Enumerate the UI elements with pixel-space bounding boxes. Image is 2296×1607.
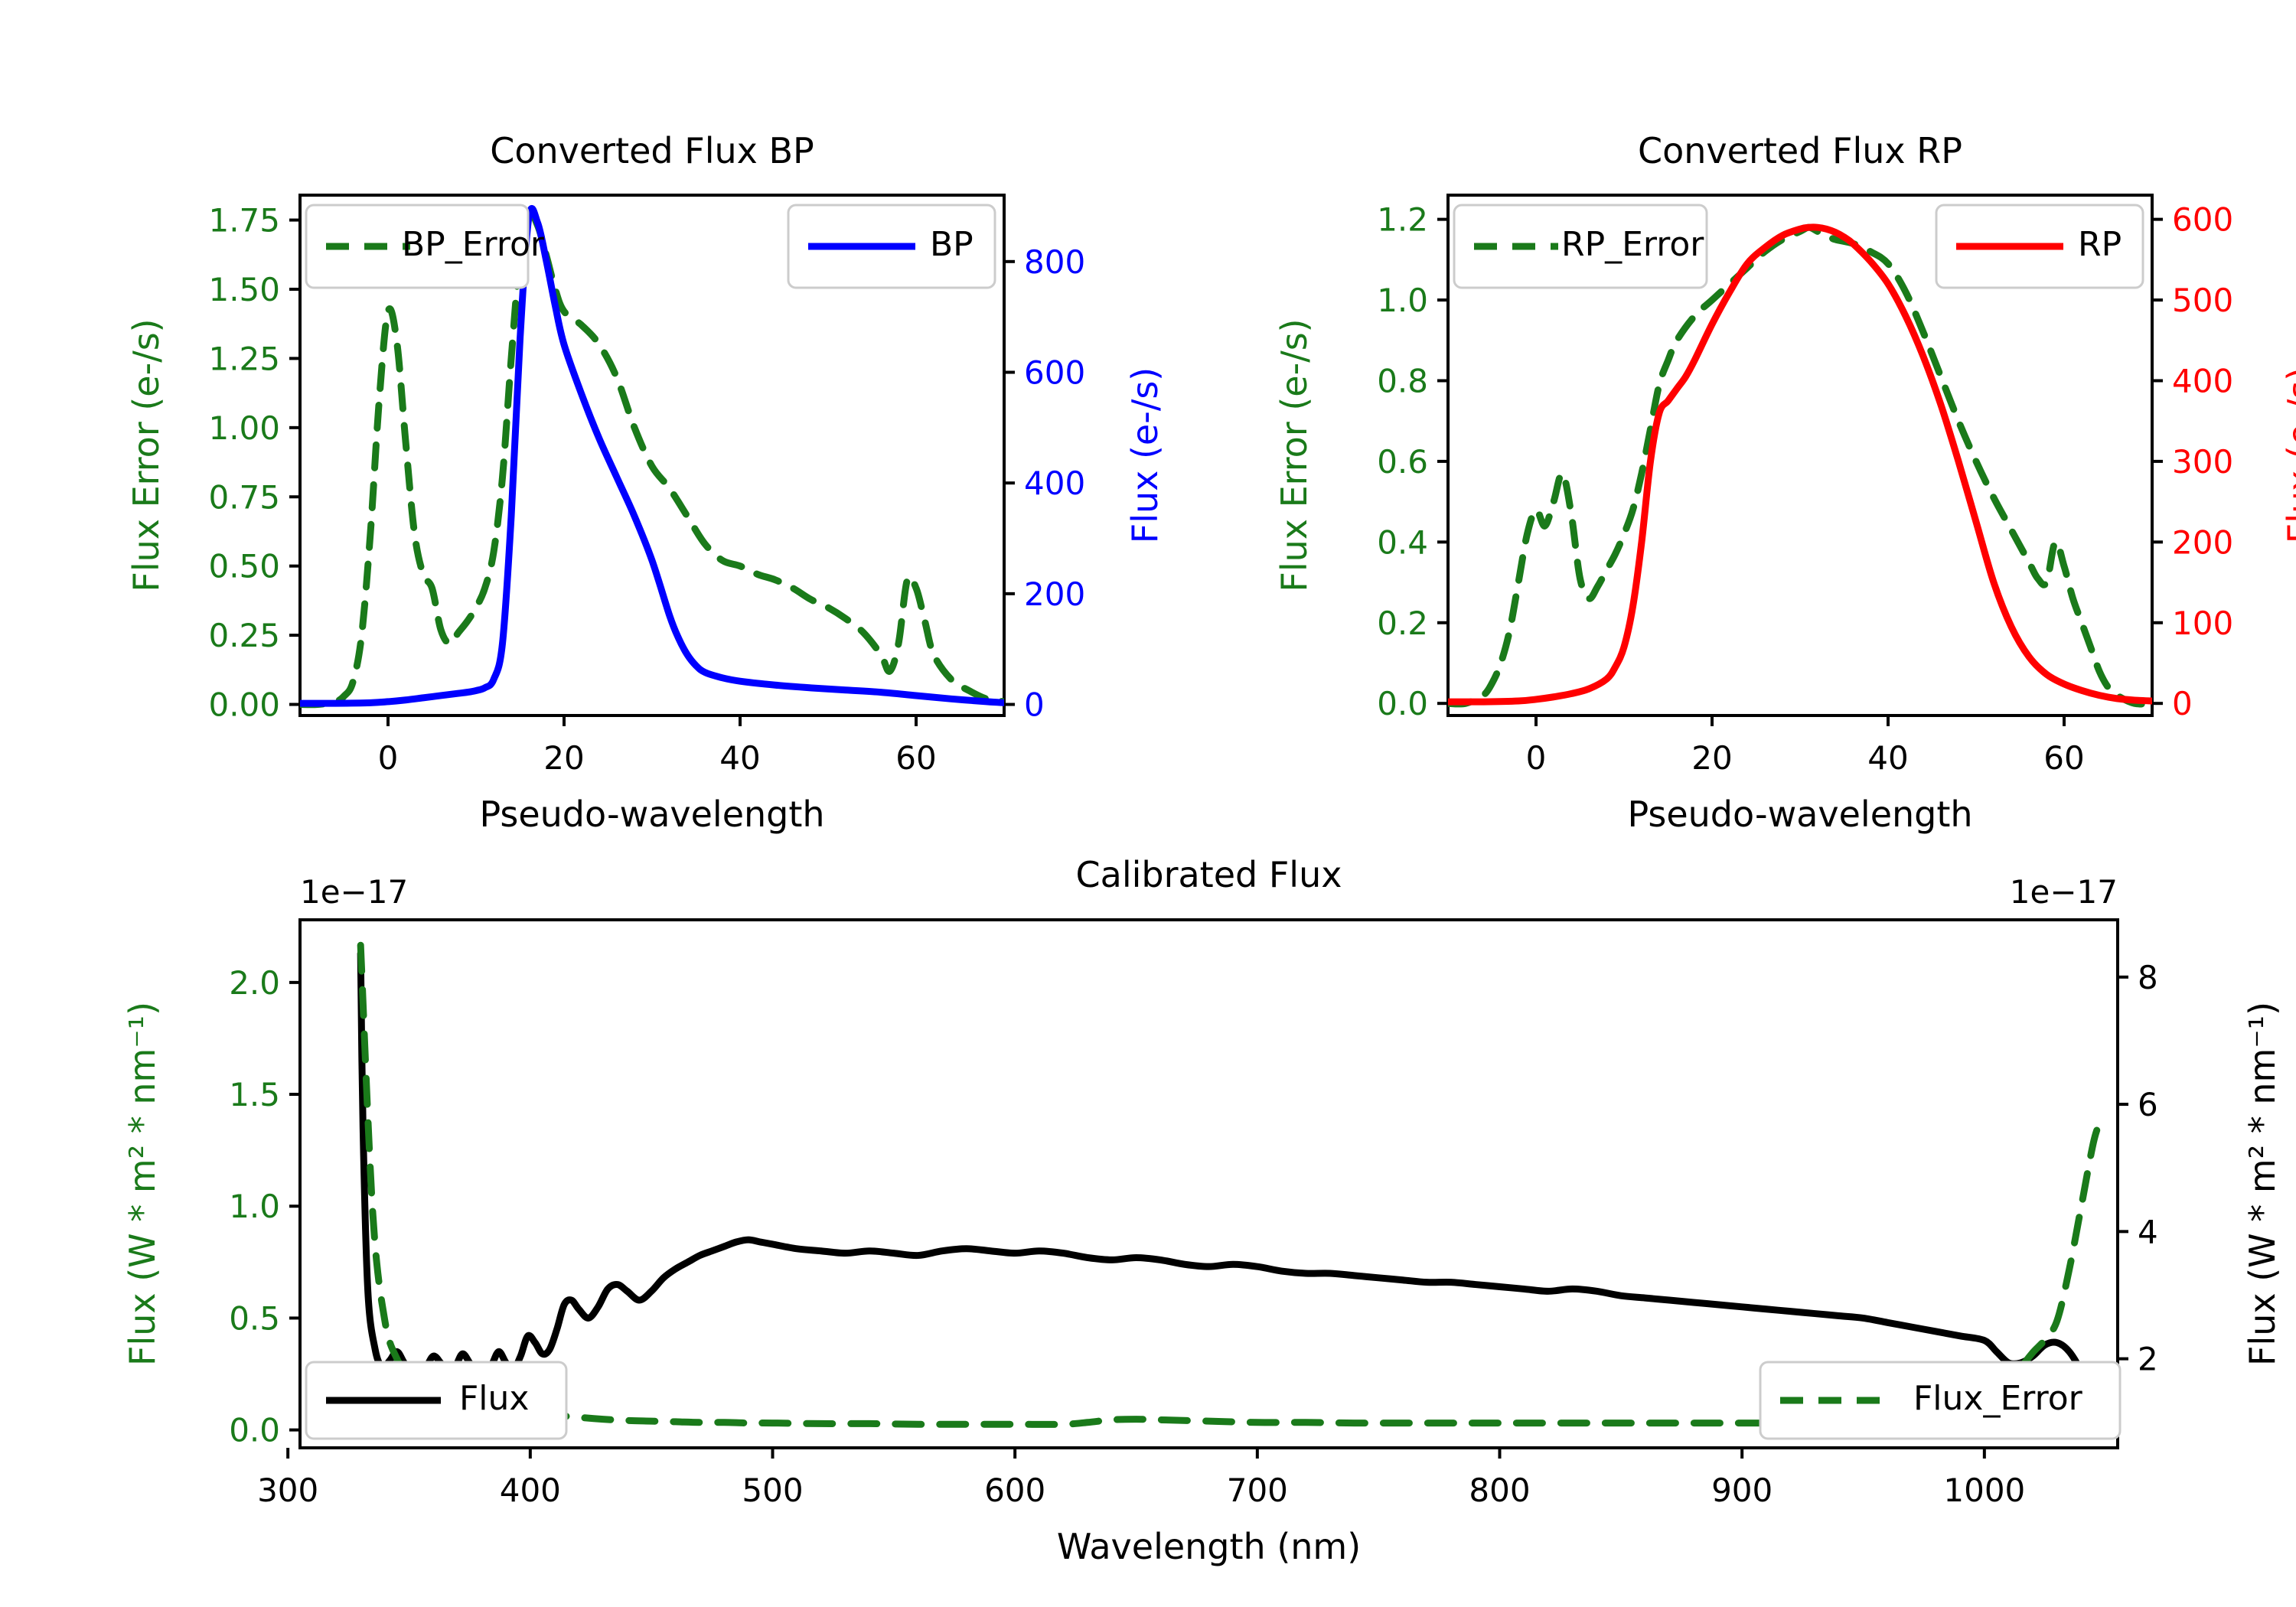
x-tick-label: 40 <box>1867 739 1908 777</box>
legend-label-bp-error: BP_Error <box>402 225 545 264</box>
x-axis-label: Pseudo-wavelength <box>479 794 824 835</box>
y-right-tick-label: 600 <box>1024 354 1085 391</box>
series-line-flux <box>357 950 2109 1425</box>
y-left-tick-label: 1.5 <box>229 1076 280 1113</box>
x-tick-label: 600 <box>984 1472 1045 1509</box>
y-right-tick-label: 600 <box>2172 201 2233 239</box>
x-tick-label: 900 <box>1711 1472 1773 1509</box>
y-left-tick-label: 1.00 <box>208 409 280 447</box>
x-tick-label: 500 <box>742 1472 803 1509</box>
x-tick-label: 20 <box>543 739 584 777</box>
x-axis-label: Wavelength (nm) <box>1057 1526 1361 1567</box>
y-left-tick-label: 1.0 <box>229 1188 280 1225</box>
y-right-tick-label: 500 <box>2172 282 2233 319</box>
series-line-rp_error <box>1448 223 2152 708</box>
y-left-tick-label: 0.2 <box>1377 605 1428 642</box>
series-line-bp <box>300 205 1004 707</box>
legend-label-bp: BP <box>930 225 974 264</box>
series-line-flux_error <box>357 941 2105 1428</box>
y-right-tick-label: 300 <box>2172 443 2233 481</box>
panel-converted-flux-rp: Converted Flux RP 0 20 40 60 0.0 0.2 0.4 0.6 0.8… <box>1148 0 2296 835</box>
legend-bp-error[interactable]: BP_Error <box>305 204 545 289</box>
y-left-tick-label: 0.0 <box>229 1412 280 1449</box>
y-left-tick-label: 0.6 <box>1377 443 1428 481</box>
legend-rp-error[interactable]: RP_Error <box>1453 204 1708 289</box>
y-right-tick-label: 100 <box>2172 605 2233 642</box>
legend-bp[interactable]: BP <box>787 204 996 289</box>
y-left-axis-label: Flux Error (e-/s) <box>1274 318 1315 592</box>
y-right-tick-label: 2 <box>2138 1341 2158 1378</box>
x-tick-label: 800 <box>1469 1472 1530 1509</box>
x-tick-label: 60 <box>895 739 936 777</box>
y-right-tick-label: 8 <box>2138 959 2158 996</box>
plot-frame <box>1446 194 2154 717</box>
y-left-tick-label: 0.8 <box>1377 362 1428 399</box>
y-right-tick-label: 200 <box>1024 575 1085 613</box>
x-tick-label: 0 <box>378 739 399 777</box>
chart-rp: 0 20 40 60 0.0 0.2 0.4 0.6 0.8 1.0 1.2 0 100 200 300 40… <box>1274 194 2296 835</box>
y-right-tick-label: 0 <box>2172 685 2193 722</box>
y-right-tick-label: 800 <box>1024 243 1085 281</box>
chart-bp: 0 20 40 60 0.00 0.25 0.50 0.75 1.00 1.25 1.50 1.75 0… <box>126 194 1166 835</box>
y-right-axis-label: Flux (W * m² * nm⁻¹) <box>2242 1002 2283 1366</box>
legend-rp[interactable]: RP <box>1935 204 2144 289</box>
y-left-tick-label: 0.0 <box>1377 685 1428 722</box>
y-left-tick-label: 0.5 <box>229 1299 280 1337</box>
y-right-tick-label: 6 <box>2138 1086 2158 1123</box>
legend-flux[interactable]: Flux <box>305 1361 568 1440</box>
x-tick-label: 20 <box>1691 739 1732 777</box>
y-left-tick-label: 1.75 <box>208 202 280 240</box>
y-right-tick-label: 0 <box>1024 686 1045 724</box>
y-right-axis-label: Flux (e-/s) <box>1124 367 1166 544</box>
legend-label-flux-error: Flux_Error <box>1913 1379 2083 1418</box>
y-left-tick-label: 0.4 <box>1377 523 1428 561</box>
panel-converted-flux-bp: Converted Flux BP 0 20 40 60 0.00 0.25 0.50 0.7… <box>0 0 1166 835</box>
x-tick-label: 60 <box>2043 739 2084 777</box>
chart-calibrated: 300 400 500 600 700 800 900 1000 0.0 0.5 1.0 1.5 2.0… <box>122 873 2283 1567</box>
x-tick-label: 400 <box>500 1472 561 1509</box>
y-right-tick-label: 400 <box>2172 362 2233 399</box>
legend-box <box>1759 1361 2122 1440</box>
x-tick-label: 300 <box>257 1472 318 1509</box>
x-tick-label: 1000 <box>1943 1472 2025 1509</box>
y-left-tick-label: 1.50 <box>208 271 280 308</box>
panel-title-bp: Converted Flux BP <box>490 130 814 171</box>
panel-title-calibrated: Calibrated Flux <box>1075 854 1342 895</box>
y-right-tick-label: 400 <box>1024 464 1085 502</box>
y-right-axis-label: Flux (e-/s) <box>2280 367 2296 544</box>
y-left-tick-label: 0.75 <box>208 478 280 516</box>
x-axis-label: Pseudo-wavelength <box>1627 794 1972 835</box>
y-right-tick-label: 4 <box>2138 1213 2158 1250</box>
legend-label-flux: Flux <box>459 1379 529 1418</box>
x-tick-label: 700 <box>1227 1472 1288 1509</box>
y-left-tick-label: 0.00 <box>208 686 280 724</box>
y-left-tick-label: 0.25 <box>208 617 280 654</box>
y-right-tick-label: 200 <box>2172 523 2233 561</box>
y-left-tick-label: 1.0 <box>1377 282 1428 319</box>
plot-frame <box>298 918 2119 1449</box>
legend-box <box>305 204 530 289</box>
y-left-axis-label: Flux Error (e-/s) <box>126 318 167 592</box>
legend-label-rp: RP <box>2078 225 2122 264</box>
y-left-tick-label: 0.50 <box>208 548 280 585</box>
y-left-offset-label: 1e−17 <box>300 873 408 911</box>
x-tick-label: 40 <box>719 739 760 777</box>
series-line-rp <box>1448 223 2152 706</box>
y-left-tick-label: 2.0 <box>229 964 280 1002</box>
y-left-tick-label: 1.2 <box>1377 201 1428 239</box>
plot-frame <box>298 194 1006 717</box>
legend-label-rp-error: RP_Error <box>1561 225 1704 264</box>
x-tick-label: 0 <box>1526 739 1547 777</box>
panel-title-rp: Converted Flux RP <box>1638 130 1962 171</box>
y-left-axis-label: Flux (W * m² * nm⁻¹) <box>122 1002 163 1366</box>
y-right-offset-label: 1e−17 <box>2010 873 2118 911</box>
legend-box <box>1453 204 1708 289</box>
y-left-tick-label: 1.25 <box>208 340 280 377</box>
panel-calibrated-flux: Calibrated Flux 300 400 500 600 700 800 900 100… <box>0 826 2296 1607</box>
legend-flux-error[interactable]: Flux_Error <box>1759 1361 2122 1440</box>
